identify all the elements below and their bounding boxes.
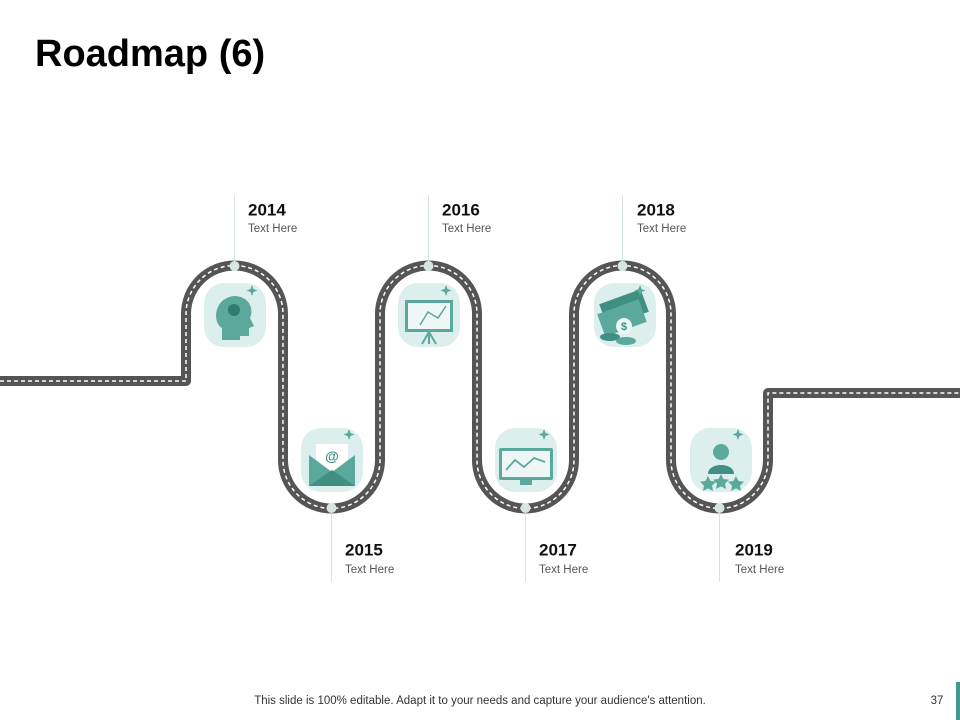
icon-monitor — [495, 428, 557, 492]
milestone-text: Text Here — [248, 223, 297, 235]
milestone-year: 2017 — [539, 540, 577, 559]
milestone-year: 2014 — [248, 200, 286, 219]
milestone-text: Text Here — [345, 564, 394, 576]
milestone-year: 2019 — [735, 540, 773, 559]
icon-money: $ — [594, 283, 656, 347]
footer-note: This slide is 100% editable. Adapt it to… — [254, 695, 706, 707]
milestone-text: Text Here — [735, 564, 784, 576]
milestone-text: Text Here — [637, 223, 686, 235]
dot — [520, 503, 531, 513]
dot — [617, 261, 628, 271]
road-surface — [0, 260, 960, 514]
slide-title: Roadmap (6) — [35, 33, 265, 75]
milestone-year: 2015 — [345, 540, 383, 559]
road — [0, 260, 960, 514]
icon-mail: @ — [301, 428, 363, 492]
connectors — [234, 195, 720, 582]
milestone-text: Text Here — [442, 223, 491, 235]
milestone-year: 2018 — [637, 200, 675, 219]
dot — [326, 503, 337, 513]
accent-bar — [956, 682, 960, 720]
road-dots — [229, 261, 725, 513]
milestone-text: Text Here — [539, 564, 588, 576]
milestone-year: 2016 — [442, 200, 480, 219]
dot — [714, 503, 725, 513]
dot — [229, 261, 240, 271]
dot — [423, 261, 434, 271]
svg-text:@: @ — [325, 448, 339, 464]
icon-head — [204, 283, 266, 347]
page-number: 37 — [931, 695, 944, 707]
icon-rating — [690, 428, 752, 492]
road-dashes — [0, 264, 960, 510]
icon-board — [398, 283, 460, 347]
svg-text:$: $ — [621, 321, 627, 333]
